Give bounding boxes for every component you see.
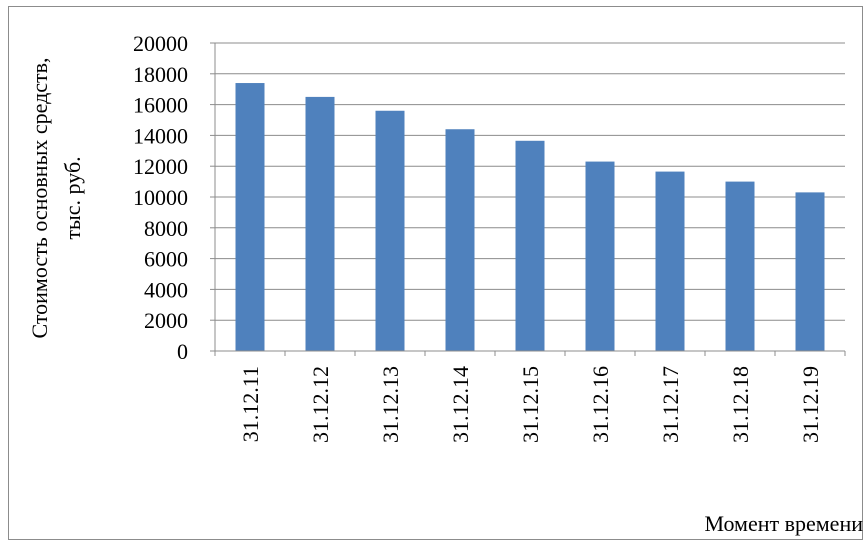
- y-tick-label: 4000: [144, 277, 188, 302]
- y-tick-labels: 0 2000 4000 6000 8000 10000 12000 14000 16000 180…: [133, 31, 188, 364]
- bar-31.12.17: [655, 171, 685, 351]
- x-tick-label: 31.12.16: [588, 366, 613, 443]
- bar-31.12.15: [515, 140, 545, 351]
- y-tick-label: 20000: [133, 31, 188, 56]
- y-tick-label: 10000: [133, 185, 188, 210]
- x-tick-label: 31.12.17: [658, 366, 683, 443]
- bar-31.12.13: [375, 110, 405, 351]
- y-tick-label: 6000: [144, 247, 188, 272]
- bar-31.12.12: [305, 96, 335, 352]
- y-tick-label: 0: [177, 339, 188, 364]
- x-tick-label: 31.12.13: [378, 366, 403, 443]
- y-tick-label: 18000: [133, 62, 188, 87]
- bar-31.12.16: [585, 161, 615, 351]
- bar-31.12.14: [445, 129, 475, 351]
- y-tick-label: 2000: [144, 308, 188, 333]
- y-tick-label: 12000: [133, 154, 188, 179]
- bars: [235, 83, 825, 352]
- y-axis-label-line2: тыс. руб.: [60, 156, 85, 239]
- x-tick-label: 31.12.18: [728, 366, 753, 443]
- bar-31.12.19: [795, 192, 825, 351]
- chart-frame: [8, 6, 863, 540]
- x-axis-label: Момент времени: [704, 511, 863, 536]
- x-tick-labels: 31.12.11 31.12.12 31.12.13 31.12.14 31.12.15…: [238, 366, 823, 443]
- y-tick-label: 8000: [144, 216, 188, 241]
- x-tick-label: 31.12.15: [518, 366, 543, 443]
- y-tick-label: 16000: [133, 93, 188, 118]
- x-tick-label: 31.12.19: [798, 366, 823, 443]
- bar-31.12.11: [235, 83, 265, 351]
- x-tick-label: 31.12.14: [448, 366, 473, 443]
- axes: [210, 42, 846, 356]
- bar-31.12.18: [725, 181, 755, 351]
- x-tick-label: 31.12.11: [238, 366, 263, 442]
- x-tick-label: 31.12.12: [308, 366, 333, 443]
- y-axis-label-line1: Стоимость основных средств,: [27, 57, 52, 338]
- y-tick-label: 14000: [133, 123, 188, 148]
